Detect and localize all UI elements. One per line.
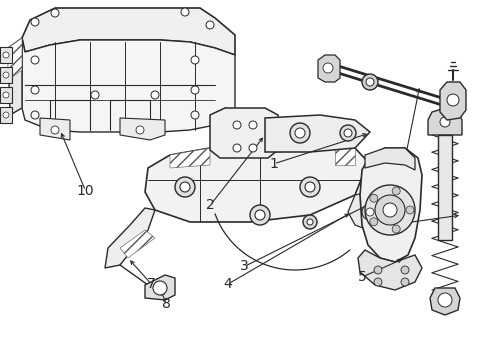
Circle shape xyxy=(175,177,195,197)
Text: 3: 3 xyxy=(240,260,248,273)
Circle shape xyxy=(303,215,316,229)
Polygon shape xyxy=(0,47,12,63)
Polygon shape xyxy=(40,118,70,140)
Circle shape xyxy=(369,218,377,226)
Polygon shape xyxy=(105,208,155,268)
Polygon shape xyxy=(264,115,369,152)
Circle shape xyxy=(365,78,373,86)
Circle shape xyxy=(391,187,399,195)
Circle shape xyxy=(289,123,309,143)
Polygon shape xyxy=(317,55,339,82)
Polygon shape xyxy=(8,38,22,80)
Circle shape xyxy=(31,111,39,119)
Circle shape xyxy=(191,86,199,94)
Polygon shape xyxy=(334,148,354,165)
Polygon shape xyxy=(347,192,391,230)
Circle shape xyxy=(299,177,319,197)
Circle shape xyxy=(205,21,214,29)
Circle shape xyxy=(446,94,458,106)
Circle shape xyxy=(191,111,199,119)
Circle shape xyxy=(254,210,264,220)
Circle shape xyxy=(151,91,159,99)
Polygon shape xyxy=(8,38,22,115)
Circle shape xyxy=(400,266,408,274)
Circle shape xyxy=(248,144,257,152)
Polygon shape xyxy=(209,108,278,158)
Polygon shape xyxy=(120,118,164,140)
Circle shape xyxy=(31,56,39,64)
Polygon shape xyxy=(0,107,12,123)
Circle shape xyxy=(369,194,377,202)
Circle shape xyxy=(249,205,269,225)
Polygon shape xyxy=(439,82,465,120)
Circle shape xyxy=(343,129,351,137)
Polygon shape xyxy=(359,148,421,262)
Text: 5: 5 xyxy=(357,270,366,284)
Circle shape xyxy=(405,206,413,214)
Circle shape xyxy=(232,121,241,129)
Polygon shape xyxy=(0,67,12,83)
Circle shape xyxy=(232,144,241,152)
Circle shape xyxy=(361,204,377,220)
Circle shape xyxy=(339,125,355,141)
Circle shape xyxy=(51,9,59,17)
Polygon shape xyxy=(22,38,235,132)
Polygon shape xyxy=(120,230,155,258)
Circle shape xyxy=(365,208,373,216)
Circle shape xyxy=(51,126,59,134)
Circle shape xyxy=(439,117,449,127)
Circle shape xyxy=(306,219,312,225)
Text: 8: 8 xyxy=(162,297,170,311)
Circle shape xyxy=(191,56,199,64)
Circle shape xyxy=(437,293,451,307)
Text: 4: 4 xyxy=(223,278,231,291)
Text: 6: 6 xyxy=(401,148,409,162)
Circle shape xyxy=(391,225,399,233)
Circle shape xyxy=(3,52,9,58)
Polygon shape xyxy=(357,250,421,290)
Circle shape xyxy=(382,203,396,217)
Circle shape xyxy=(361,74,377,90)
Circle shape xyxy=(3,112,9,118)
Text: 7: 7 xyxy=(147,278,156,291)
Text: 9: 9 xyxy=(398,216,407,230)
Circle shape xyxy=(294,128,305,138)
Circle shape xyxy=(91,91,99,99)
Circle shape xyxy=(373,278,381,286)
Text: 10: 10 xyxy=(77,184,94,198)
Polygon shape xyxy=(170,148,209,168)
Circle shape xyxy=(364,185,414,235)
Polygon shape xyxy=(364,148,414,170)
Polygon shape xyxy=(0,87,12,103)
Circle shape xyxy=(400,278,408,286)
Circle shape xyxy=(3,72,9,78)
Polygon shape xyxy=(437,135,451,240)
Circle shape xyxy=(31,86,39,94)
Polygon shape xyxy=(427,108,461,135)
Circle shape xyxy=(31,18,39,26)
Circle shape xyxy=(153,281,167,295)
Circle shape xyxy=(373,266,381,274)
Polygon shape xyxy=(145,275,175,300)
Circle shape xyxy=(136,126,143,134)
Circle shape xyxy=(180,182,190,192)
Circle shape xyxy=(374,195,404,225)
Polygon shape xyxy=(22,8,235,55)
Text: 2: 2 xyxy=(205,198,214,212)
Circle shape xyxy=(323,63,332,73)
Circle shape xyxy=(305,182,314,192)
Polygon shape xyxy=(145,148,367,222)
Circle shape xyxy=(248,121,257,129)
Text: 1: 1 xyxy=(269,157,278,171)
Circle shape xyxy=(3,92,9,98)
Circle shape xyxy=(181,8,189,16)
Polygon shape xyxy=(429,288,459,315)
